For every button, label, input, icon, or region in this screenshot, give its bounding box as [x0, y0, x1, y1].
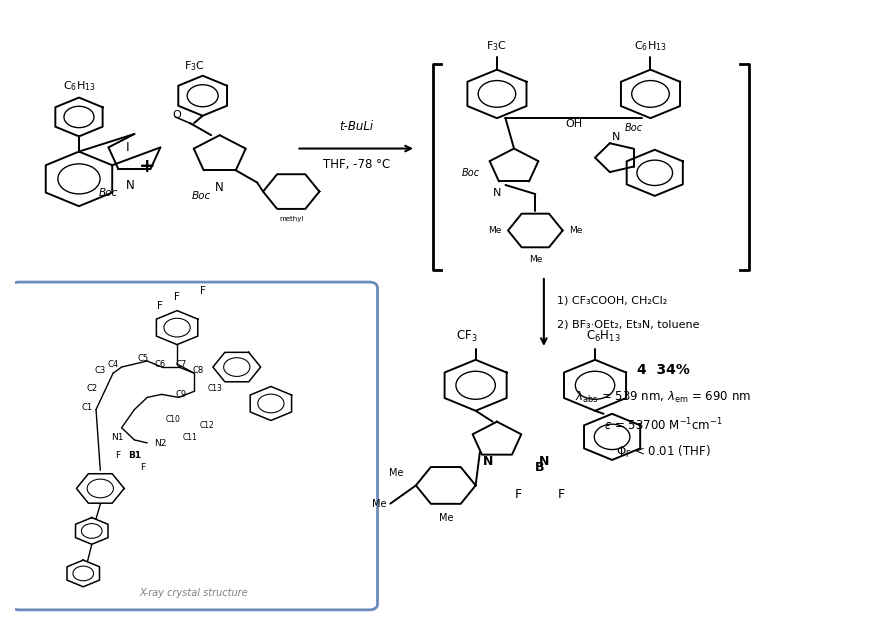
Text: Boc: Boc	[462, 168, 479, 178]
Text: Boc: Boc	[99, 188, 118, 198]
Text: C$_6$H$_{13}$: C$_6$H$_{13}$	[634, 39, 667, 53]
Text: C7: C7	[176, 360, 187, 369]
Text: t-BuLi: t-BuLi	[339, 120, 374, 133]
Text: I: I	[125, 141, 129, 154]
Text: C4: C4	[108, 360, 118, 369]
Text: F: F	[515, 489, 522, 501]
Text: C10: C10	[165, 415, 180, 424]
Text: Me: Me	[439, 513, 453, 523]
Text: B: B	[535, 461, 544, 474]
Text: Me: Me	[372, 499, 386, 508]
Text: CF$_3$: CF$_3$	[457, 329, 478, 344]
Text: F: F	[157, 301, 163, 311]
Text: C1: C1	[82, 403, 93, 412]
Text: $\Phi_\mathrm{F}$ < 0.01 (THF): $\Phi_\mathrm{F}$ < 0.01 (THF)	[616, 444, 711, 460]
Text: F: F	[140, 463, 146, 472]
Text: C$_6$H$_{13}$: C$_6$H$_{13}$	[586, 329, 621, 344]
Text: C8: C8	[192, 366, 204, 375]
Text: N1: N1	[111, 433, 124, 442]
Text: Boc: Boc	[625, 124, 643, 133]
Text: C5: C5	[138, 354, 148, 363]
Text: C6: C6	[155, 360, 166, 369]
Text: THF, -78 °C: THF, -78 °C	[322, 157, 389, 171]
Text: 1) CF₃COOH, CH₂Cl₂: 1) CF₃COOH, CH₂Cl₂	[556, 296, 667, 305]
Text: N: N	[215, 182, 224, 194]
Text: F: F	[115, 451, 120, 460]
Text: C9: C9	[176, 390, 187, 399]
Text: Me: Me	[529, 255, 542, 264]
Text: B1: B1	[128, 451, 141, 460]
Text: methyl: methyl	[279, 217, 304, 222]
Text: $\lambda_\mathrm{abs}$ = 539 nm, $\lambda_\mathrm{em}$ = 690 nm: $\lambda_\mathrm{abs}$ = 539 nm, $\lambd…	[575, 390, 751, 405]
Text: N: N	[483, 455, 494, 468]
Text: C3: C3	[94, 366, 106, 375]
Text: F: F	[174, 292, 180, 302]
Text: OH: OH	[565, 119, 582, 129]
Text: C13: C13	[208, 384, 223, 393]
Text: C12: C12	[200, 421, 215, 430]
Text: C$_6$H$_{13}$: C$_6$H$_{13}$	[63, 79, 95, 93]
Text: Me: Me	[389, 468, 404, 478]
Text: 2) BF₃·OEt₂, Et₃N, toluene: 2) BF₃·OEt₂, Et₃N, toluene	[556, 320, 699, 329]
FancyBboxPatch shape	[11, 282, 378, 610]
Text: +: +	[139, 157, 155, 176]
Text: C2: C2	[87, 384, 97, 393]
Text: N2: N2	[154, 439, 166, 448]
Text: N: N	[612, 132, 621, 143]
Text: $\varepsilon$ = 53700 M$^{-1}$cm$^{-1}$: $\varepsilon$ = 53700 M$^{-1}$cm$^{-1}$	[604, 417, 723, 433]
Text: 4  34%: 4 34%	[637, 363, 690, 377]
Text: N: N	[493, 188, 502, 198]
Text: F$_3$C: F$_3$C	[184, 59, 205, 73]
Text: N: N	[539, 455, 549, 468]
Text: N: N	[125, 179, 134, 192]
Text: F: F	[200, 286, 206, 296]
Text: F: F	[557, 489, 564, 501]
Text: X-ray crystal structure: X-ray crystal structure	[140, 588, 248, 598]
Text: F$_3$C: F$_3$C	[487, 39, 508, 53]
Text: Me: Me	[570, 226, 583, 235]
Text: O: O	[173, 110, 181, 120]
Text: C11: C11	[183, 433, 197, 442]
Text: Boc: Boc	[192, 191, 211, 201]
Text: Me: Me	[487, 226, 502, 235]
